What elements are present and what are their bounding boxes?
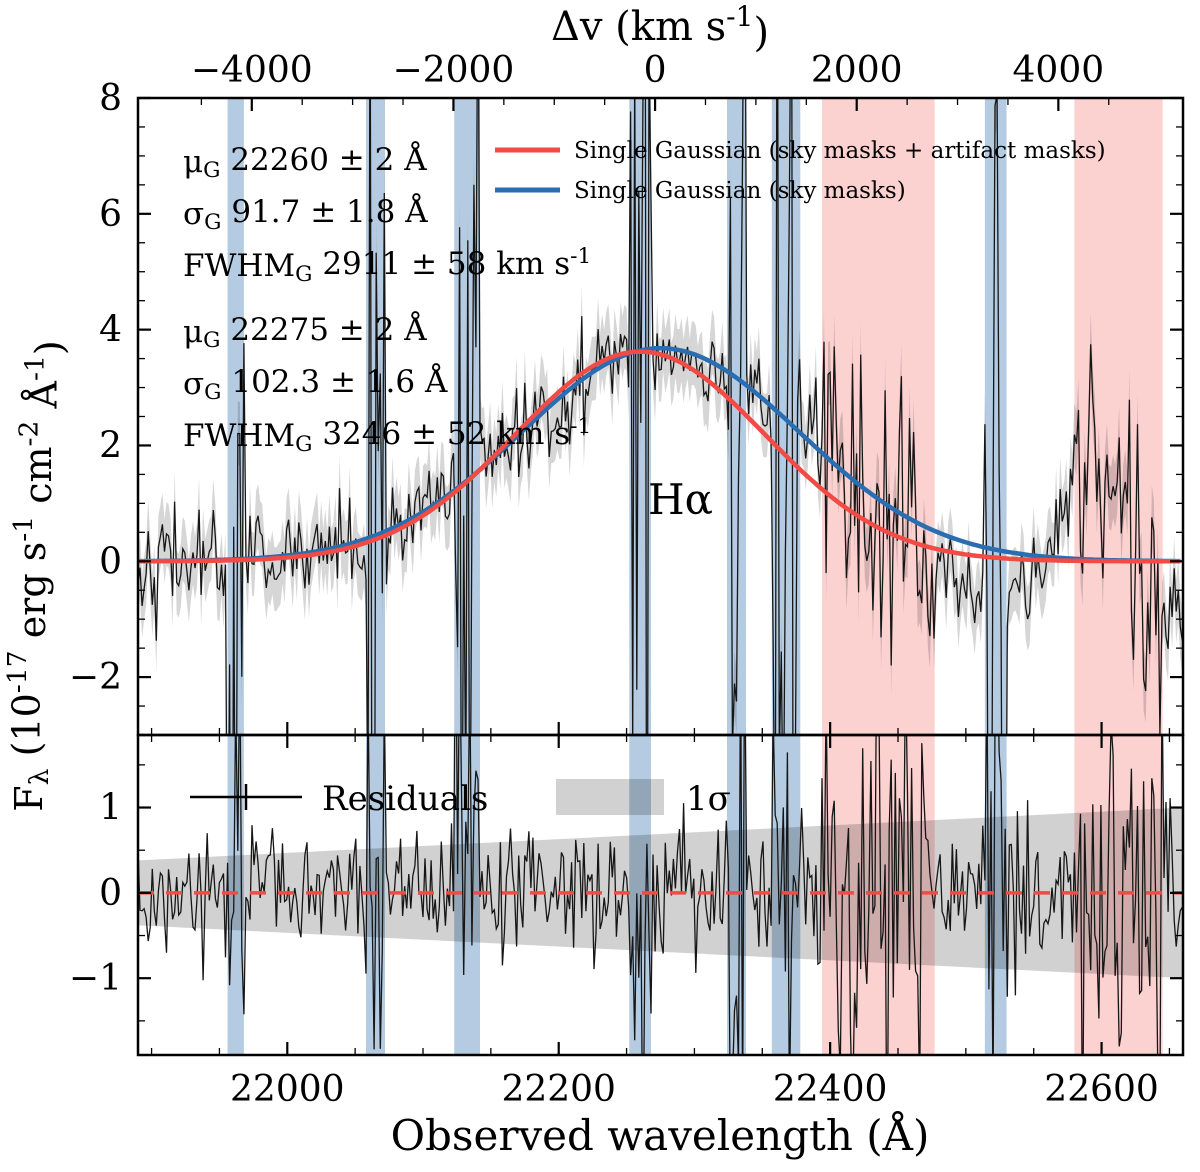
tick-label: −2000 xyxy=(393,50,515,91)
spectrum-error-band xyxy=(138,98,1183,735)
tick-label: 2000 xyxy=(811,50,903,91)
sky-mask-band xyxy=(227,98,244,1055)
tick-label: 22600 xyxy=(1044,1069,1159,1110)
legend-blue-label: Single Gaussian (sky masks) xyxy=(574,178,906,204)
tick-label: 2 xyxy=(99,425,122,466)
axes-frame-ticks: 22000 22200 22400 22600 −4000 −2000 0 2000 4000 −… xyxy=(69,50,1185,1110)
tick-label: 0 xyxy=(99,541,122,582)
tick-label: −1 xyxy=(69,958,122,999)
tick-label: −2 xyxy=(69,657,122,698)
top-axis-label: Δv (km s-1) xyxy=(551,0,769,56)
tick-label: 4000 xyxy=(1013,50,1105,91)
artifact-mask-band xyxy=(1074,98,1163,1055)
red-fit-fwhm-label: FWHMG 2911 ± 58 km s-1 xyxy=(183,244,591,287)
tick-label: 1 xyxy=(99,788,122,829)
bottom-axis-label: Observed wavelength (Å) xyxy=(391,1110,930,1160)
blue-gaussian-curve xyxy=(138,345,1181,564)
residual-panel-frame xyxy=(136,733,1185,1057)
tick-label: 22000 xyxy=(230,1069,345,1110)
residual-panel-data xyxy=(138,735,1183,1055)
y-axis-label: Fλ (10-17 erg s-1 cm-2 Å-1) xyxy=(2,340,71,811)
tick-label: 4 xyxy=(99,310,122,351)
main-panel-data xyxy=(138,98,1183,735)
legend-red-label: Single Gaussian (sky masks + artifact ma… xyxy=(574,138,1106,164)
artifact-mask-band xyxy=(822,98,935,1055)
legend-sigma-band-swatch xyxy=(556,779,664,815)
tick-label: 0 xyxy=(644,50,667,91)
tick-label: 22400 xyxy=(773,1069,888,1110)
legend-residuals: Residuals 1σ xyxy=(190,779,731,819)
red-fit-sigma-label: σG 91.7 ± 1.8 Å xyxy=(183,192,428,235)
halpha-label: Hα xyxy=(648,475,713,524)
red-gaussian-curve xyxy=(138,349,1181,564)
red-fit-mu-label: μG 22260 ± 2 Å xyxy=(183,140,427,183)
blue-fit-sigma-label: σG 102.3 ± 1.6 Å xyxy=(183,362,448,405)
legend-sigma-label: 1σ xyxy=(686,779,731,819)
legend-main: Single Gaussian (sky masks + artifact ma… xyxy=(495,138,1106,204)
tick-label: 8 xyxy=(99,78,122,119)
blue-fit-mu-label: μG 22275 ± 2 Å xyxy=(183,310,427,353)
blue-fit-fwhm-label: FWHMG 3246 ± 52 km s-1 xyxy=(183,414,591,457)
legend-residuals-label: Residuals xyxy=(322,779,488,819)
tick-label: 22200 xyxy=(501,1069,616,1110)
tick-label: 0 xyxy=(99,873,122,914)
residual-trace xyxy=(138,735,1183,1055)
tick-label: −4000 xyxy=(191,50,313,91)
tick-label: 6 xyxy=(99,194,122,235)
